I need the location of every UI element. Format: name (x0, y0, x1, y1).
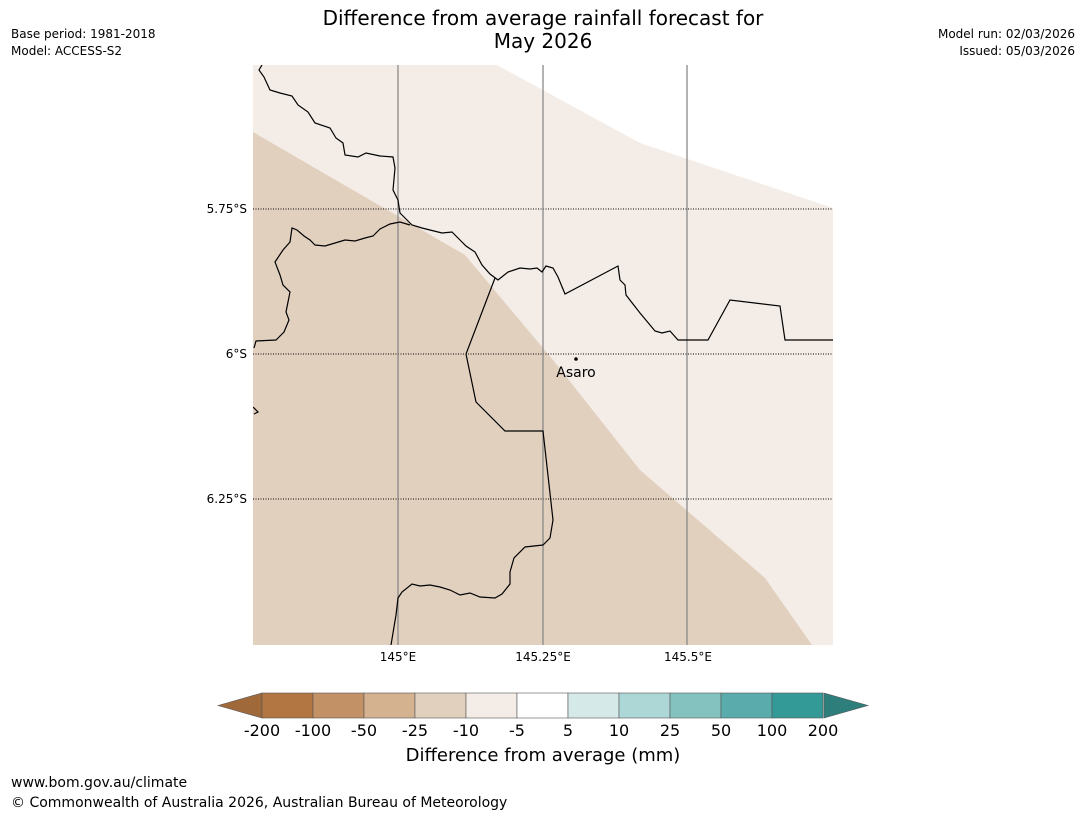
colorbar-block (669, 692, 722, 719)
map-area (253, 65, 833, 645)
colorbar-block (771, 692, 824, 719)
title-line-1: Difference from average rainfall forecas… (322, 6, 764, 30)
colorbar-block (618, 692, 671, 719)
boundary-south (390, 277, 554, 645)
title-line-2: May 2026 (493, 29, 593, 53)
colorbar-block (261, 692, 314, 719)
region-dark (253, 132, 812, 645)
colorbar-block (414, 692, 467, 719)
lat-label-6-25: 6.25°S (206, 492, 247, 506)
lon-label-145-5: 145.5°E (664, 650, 712, 664)
colorbar-arrow-right (823, 692, 870, 719)
lon-label-145: 145°E (379, 650, 417, 664)
colorbar-block (363, 692, 416, 719)
colorbar-tick: -200 (243, 721, 281, 740)
colorbar-arrow-left (216, 692, 263, 719)
colorbar-tick: -50 (350, 721, 378, 740)
map-title: Difference from average rainfall forecas… (243, 7, 843, 53)
colorbar-title: Difference from average (mm) (405, 745, 681, 766)
footer-url[interactable]: www.bom.gov.au/climate (11, 775, 188, 791)
colorbar-block (516, 692, 569, 719)
footer-copyright: © Commonwealth of Australia 2026, Austra… (11, 795, 508, 811)
colorbar-tick: 5 (562, 721, 574, 740)
model-text: Model: ACCESS-S2 (11, 44, 123, 58)
place-label-asaro: Asaro (556, 365, 596, 381)
meta-right: Model run: 02/03/2026 Issued: 05/03/2026 (938, 26, 1075, 60)
lat-label-6: 6°S (225, 347, 247, 361)
issued-text: Issued: 05/03/2026 (959, 44, 1075, 58)
boundary-north (258, 65, 833, 341)
colorbar-tick: -100 (294, 721, 332, 740)
boundary-west (253, 221, 411, 349)
colorbar-blocks (261, 692, 824, 719)
colorbar-block (567, 692, 620, 719)
asaro-marker (574, 357, 578, 361)
colorbar-block (465, 692, 518, 719)
colorbar-tick: 50 (710, 721, 732, 740)
lon-label-145-25: 145.25°E (515, 650, 571, 664)
model-run-text: Model run: 02/03/2026 (937, 27, 1075, 41)
colorbar-block (312, 692, 365, 719)
colorbar-tick: -5 (509, 721, 525, 740)
colorbar-block (720, 692, 773, 719)
colorbar-tick: 100 (756, 721, 788, 740)
colorbar-tick: 25 (659, 721, 681, 740)
colorbar-tick: -10 (452, 721, 480, 740)
base-period-text: Base period: 1981-2018 (11, 27, 156, 41)
colorbar-tick: 10 (608, 721, 630, 740)
meta-left: Base period: 1981-2018 Model: ACCESS-S2 (11, 26, 156, 60)
lat-label-5-75: 5.75°S (206, 202, 247, 216)
colorbar (216, 692, 870, 719)
colorbar-tick: -25 (401, 721, 429, 740)
boundary-fragment (253, 406, 260, 415)
colorbar-tick: 200 (807, 721, 839, 740)
